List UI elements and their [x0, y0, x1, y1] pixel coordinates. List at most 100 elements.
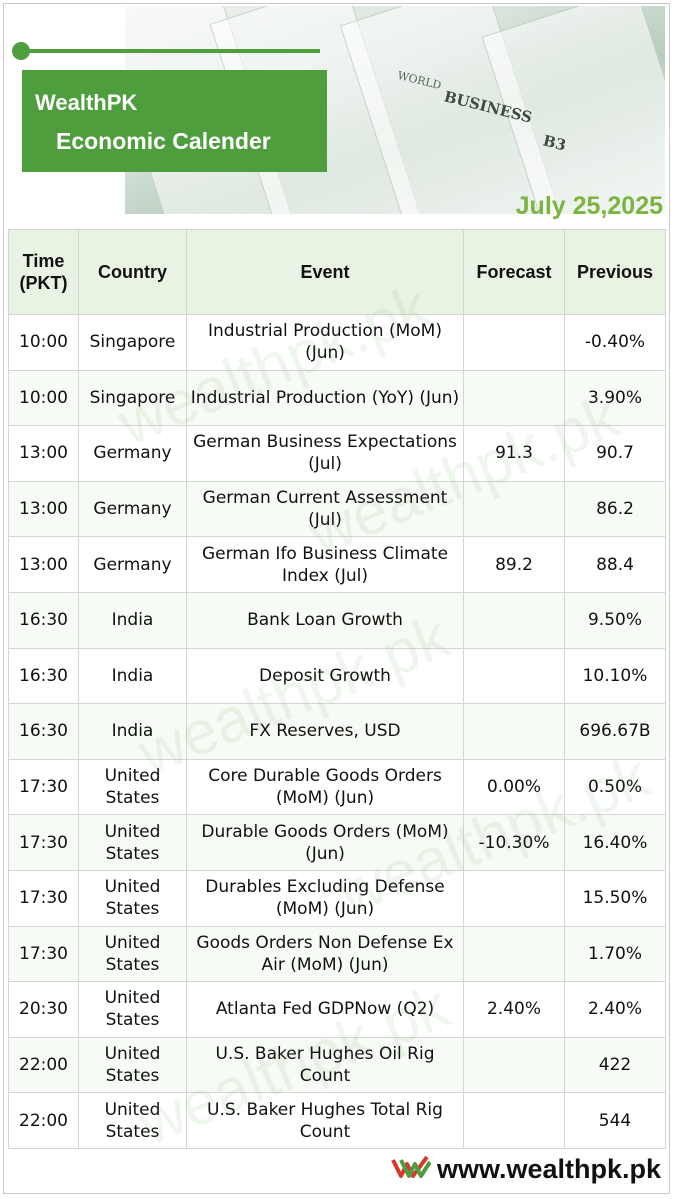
cell-time: 16:30 — [8, 591, 79, 649]
cell-country: Singapore — [78, 314, 187, 371]
cell-event: Goods Orders Non Defense Ex Air (MoM) (J… — [186, 925, 464, 983]
cell-time: 17:30 — [8, 814, 79, 871]
calendar-date: July 25,2025 — [515, 192, 663, 220]
cell-country: India — [78, 647, 187, 705]
cell-forecast — [463, 703, 565, 760]
cell-forecast: -10.30% — [463, 814, 565, 871]
cell-event: German Business Expectations (Jul) — [186, 425, 464, 482]
cell-event: Core Durable Goods Orders (MoM) (Jun) — [186, 758, 464, 816]
cell-country: India — [78, 703, 187, 760]
cell-country: India — [78, 591, 187, 649]
table-row: 13:00 Germany German Business Expectations… — [8, 425, 666, 482]
cell-previous: 1.70% — [564, 925, 666, 983]
cell-previous: 90.7 — [564, 425, 666, 482]
table-row: 16:30 India Deposit Growth 10.10% — [8, 647, 666, 705]
cell-time: 22:00 — [8, 1036, 79, 1094]
cell-time: 16:30 — [8, 647, 79, 705]
cell-previous: 544 — [564, 1092, 666, 1149]
cell-time: 16:30 — [8, 703, 79, 760]
cell-country: United States — [78, 1092, 187, 1149]
table-row: 20:30 United States Atlanta Fed GDPNow (Q2… — [8, 981, 666, 1038]
cell-country: United States — [78, 981, 187, 1038]
cell-forecast — [463, 869, 565, 927]
cell-event: FX Reserves, USD — [186, 703, 464, 760]
cell-forecast — [463, 1036, 565, 1094]
table-row: 22:00 United States U.S. Baker Hughes Tota… — [8, 1092, 666, 1149]
cell-forecast: 91.3 — [463, 425, 565, 482]
cell-previous: 0.50% — [564, 758, 666, 816]
page-frame — [3, 3, 670, 1194]
cell-time: 22:00 — [8, 1092, 79, 1149]
header-banner: WORLD BUSINESS B3 WealthPK Economic Cale… — [0, 0, 675, 225]
cell-previous: 88.4 — [564, 536, 666, 593]
column-header-country: Country — [78, 229, 187, 315]
cell-forecast — [463, 647, 565, 705]
table-row: 17:30 United States Core Durable Goods Ord… — [8, 758, 666, 816]
calendar-table-wrap: Time (PKT) Country Event Forecast Previo… — [8, 229, 666, 1149]
header-rule — [20, 49, 320, 53]
cell-country: United States — [78, 925, 187, 983]
cell-forecast: 89.2 — [463, 536, 565, 593]
cell-forecast — [463, 925, 565, 983]
cell-country: United States — [78, 758, 187, 816]
cell-previous: 15.50% — [564, 869, 666, 927]
footer-website-link[interactable]: www.wealthpk.pk — [436, 1153, 661, 1184]
cell-event: Bank Loan Growth — [186, 591, 464, 649]
cell-forecast: 0.00% — [463, 758, 565, 816]
calendar-table: Time (PKT) Country Event Forecast Previo… — [8, 229, 666, 1149]
cell-time: 13:00 — [8, 480, 79, 538]
cell-previous: 422 — [564, 1036, 666, 1094]
cell-event: Deposit Growth — [186, 647, 464, 705]
table-row: 16:30 India FX Reserves, USD 696.67B — [8, 703, 666, 760]
calendar-title: Economic Calender — [56, 128, 271, 154]
table-row: 16:30 India Bank Loan Growth 9.50% — [8, 591, 666, 649]
footer: www.wealthpk.pk — [391, 1152, 661, 1186]
header-dot — [12, 42, 30, 60]
cell-event: Atlanta Fed GDPNow (Q2) — [186, 981, 464, 1038]
table-row: 17:30 United States Goods Orders Non Defen… — [8, 925, 666, 983]
brand-name: WealthPK — [35, 90, 138, 115]
cell-forecast — [463, 1092, 565, 1149]
cell-event: Industrial Production (YoY) (Jun) — [186, 369, 464, 427]
column-header-previous: Previous — [564, 229, 666, 315]
cell-country: United States — [78, 814, 187, 871]
table-header-row: Time (PKT) Country Event Forecast Previo… — [8, 229, 666, 315]
table-row: 10:00 Singapore Industrial Production (MoM… — [8, 314, 666, 371]
table-row: 17:30 United States Durables Excluding Def… — [8, 869, 666, 927]
cell-country: Germany — [78, 536, 187, 593]
cell-country: Germany — [78, 425, 187, 482]
cell-country: United States — [78, 1036, 187, 1094]
table-row: 10:00 Singapore Industrial Production (YoY… — [8, 369, 666, 427]
column-header-time: Time (PKT) — [8, 229, 79, 315]
table-row: 13:00 Germany German Ifo Business Climate … — [8, 536, 666, 593]
wealthpk-logo-icon — [391, 1154, 432, 1184]
cell-event: Industrial Production (MoM) (Jun) — [186, 314, 464, 371]
cell-previous: 9.50% — [564, 591, 666, 649]
cell-event: U.S. Baker Hughes Oil Rig Count — [186, 1036, 464, 1094]
cell-time: 17:30 — [8, 925, 79, 983]
cell-event: Durables Excluding Defense (MoM) (Jun) — [186, 869, 464, 927]
cell-time: 17:30 — [8, 869, 79, 927]
cell-event: U.S. Baker Hughes Total Rig Count — [186, 1092, 464, 1149]
cell-time: 10:00 — [8, 314, 79, 371]
table-row: 17:30 United States Durable Goods Orders (… — [8, 814, 666, 871]
cell-country: Singapore — [78, 369, 187, 427]
column-header-event: Event — [186, 229, 464, 315]
cell-previous: -0.40% — [564, 314, 666, 371]
cell-time: 17:30 — [8, 758, 79, 816]
cell-time: 20:30 — [8, 981, 79, 1038]
cell-previous: 3.90% — [564, 369, 666, 427]
cell-time: 10:00 — [8, 369, 79, 427]
cell-forecast — [463, 591, 565, 649]
table-row: 13:00 Germany German Current Assessment (J… — [8, 480, 666, 538]
cell-previous: 2.40% — [564, 981, 666, 1038]
cell-country: Germany — [78, 480, 187, 538]
table-body: 10:00 Singapore Industrial Production (MoM… — [8, 314, 666, 1149]
cell-previous: 16.40% — [564, 814, 666, 871]
cell-event: German Current Assessment (Jul) — [186, 480, 464, 538]
cell-country: United States — [78, 869, 187, 927]
table-row: 22:00 United States U.S. Baker Hughes Oil … — [8, 1036, 666, 1094]
cell-event: German Ifo Business Climate Index (Jul) — [186, 536, 464, 593]
cell-previous: 10.10% — [564, 647, 666, 705]
cell-previous: 696.67B — [564, 703, 666, 760]
